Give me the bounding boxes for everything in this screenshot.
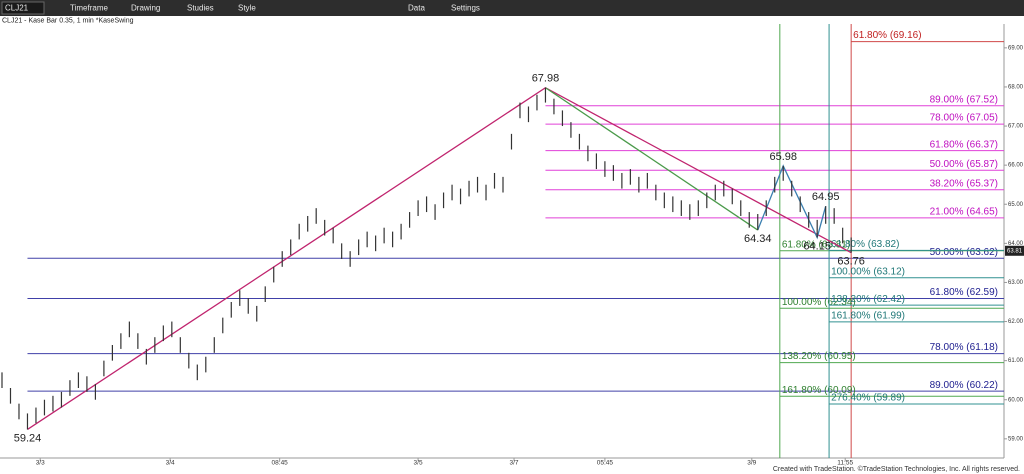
toolbar-item[interactable]: Settings (451, 4, 480, 13)
fib-label: 61.80% (66.37) (930, 139, 998, 150)
fib-label: 78.00% (67.05) (930, 113, 998, 124)
fib-label: 78.00% (61.18) (930, 342, 998, 353)
swing-label: 65.98 (769, 151, 797, 163)
symbol-box[interactable] (1, 1, 45, 15)
fib-label: 100.00% (63.12) (831, 266, 905, 277)
fib-label: 38.20% (65.37) (930, 178, 998, 189)
fib-label: 161.80% (61.99) (831, 311, 905, 322)
swing-label: 63.76 (837, 256, 865, 268)
fib-label: 161.80% (60.09) (782, 385, 856, 396)
last-price-box (1005, 245, 1024, 256)
trend-line (545, 87, 759, 231)
x-tick-label: 3/3 (36, 460, 45, 467)
y-tick-label: 67.00 (1008, 124, 1024, 130)
fib-label: 138.20% (60.95) (782, 351, 856, 362)
fib-label: 50.00% (63.62) (930, 247, 998, 258)
chart-title: CLJ21 - Kase Bar 0.35, 1 min *KaseSwing (2, 17, 134, 24)
y-tick-label: 68.00 (1008, 85, 1024, 91)
fib-label: 61.80% (69.16) (853, 30, 921, 41)
y-tick-label: 59.00 (1008, 436, 1024, 442)
y-tick-label: 64.00 (1008, 241, 1024, 247)
toolbar-item[interactable]: Studies (187, 4, 214, 13)
x-tick-label: 3/5 (414, 460, 423, 467)
x-tick-label: 08:45 (272, 460, 289, 467)
swing-label: 64.15 (803, 240, 831, 252)
x-tick-label: 3/4 (166, 460, 175, 467)
fib-label: 276.40% (59.89) (831, 393, 905, 404)
swing-label: 59.24 (14, 432, 42, 444)
y-tick-label: 65.00 (1008, 202, 1024, 208)
x-tick-label: 3/9 (747, 460, 756, 467)
fib-label: 21.00% (64.65) (930, 207, 998, 218)
fib-label: 138.20% (62.42) (831, 294, 905, 305)
y-tick-label: 61.00 (1008, 358, 1024, 364)
footer: Created with TradeStation. ©TradeStation… (773, 465, 1020, 473)
fib-label: 100.00% (62.34) (782, 297, 856, 308)
y-tick-label: 69.00 (1008, 45, 1024, 51)
x-tick-label: 3/7 (510, 460, 519, 467)
swing-label: 67.98 (532, 73, 560, 85)
toolbar (0, 0, 1024, 16)
x-tick-label: 11:55 (837, 460, 853, 467)
swing-label: 64.34 (744, 233, 772, 245)
y-tick-label: 62.00 (1008, 319, 1024, 325)
y-tick-label: 60.00 (1008, 397, 1024, 403)
fib-label: 61.80% (63.82) (831, 239, 899, 250)
y-tick-label: 66.00 (1008, 163, 1024, 169)
swing-label: 64.95 (812, 191, 840, 203)
last-price-label: 63.81 (1007, 248, 1023, 254)
x-tick-label: 05:45 (597, 460, 614, 467)
fib-label: 50.00% (65.87) (930, 159, 998, 170)
fib-label: 89.00% (67.52) (930, 94, 998, 105)
toolbar-item[interactable]: Data (408, 4, 425, 13)
toolbar-item[interactable]: Timeframe (70, 4, 108, 13)
fib-label: 89.00% (60.22) (930, 380, 998, 391)
symbol[interactable]: CLJ21 (5, 4, 29, 13)
fib-label: 61.80% (63.81) (782, 239, 850, 250)
y-tick-label: 63.00 (1008, 280, 1024, 286)
fib-label: 61.80% (62.59) (930, 287, 998, 298)
toolbar-item[interactable]: Drawing (131, 4, 160, 13)
toolbar-item[interactable]: Style (238, 4, 256, 13)
